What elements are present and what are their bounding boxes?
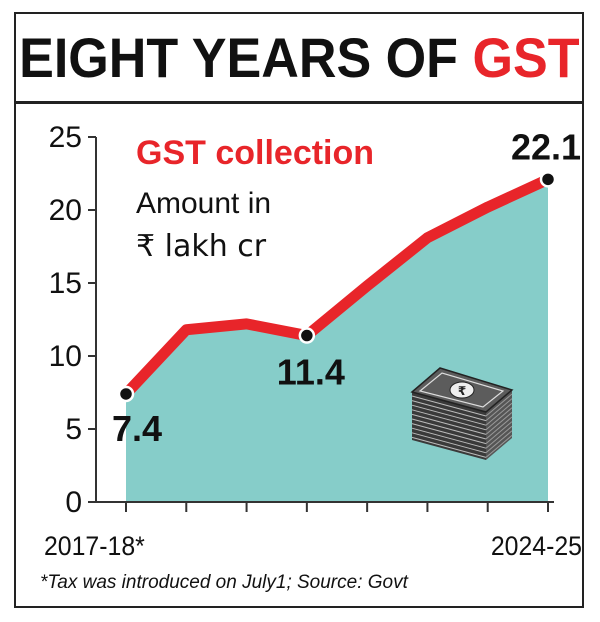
chart-subtitle-line2: ₹ lakh cr bbox=[136, 229, 267, 264]
y-tick-label: 25 bbox=[49, 121, 82, 154]
svg-text:₹: ₹ bbox=[458, 384, 466, 398]
headline-title-part1: EIGHT YEARS OF bbox=[18, 26, 473, 89]
y-tick-label: 10 bbox=[49, 340, 82, 373]
data-point bbox=[117, 385, 135, 403]
cash-bundle-icon: ₹ bbox=[410, 367, 514, 460]
chart-title: GST collection bbox=[136, 134, 374, 172]
headline-title: EIGHT YEARS OF GST bbox=[19, 25, 579, 90]
y-tick-label: 0 bbox=[65, 486, 82, 519]
series-line bbox=[120, 173, 554, 400]
data-label: 22.1 bbox=[511, 126, 581, 167]
x-tick-label: 2024-25 bbox=[491, 532, 582, 561]
y-tick-label: 20 bbox=[49, 194, 82, 227]
headline-banner: EIGHT YEARS OF GST bbox=[14, 12, 584, 104]
data-label: 11.4 bbox=[277, 352, 345, 393]
chart-subtitle-line1: Amount in bbox=[136, 187, 271, 220]
y-tick-label: 5 bbox=[65, 413, 82, 446]
data-point bbox=[539, 171, 557, 188]
y-tick-label: 15 bbox=[49, 267, 82, 300]
data-point bbox=[298, 327, 316, 344]
x-tick-label: 2017-18* bbox=[44, 532, 145, 561]
data-label: 7.4 bbox=[112, 408, 162, 449]
headline-title-gst: GST bbox=[472, 26, 580, 89]
footnote: *Tax was introduced on July1; Source: Go… bbox=[40, 572, 408, 593]
